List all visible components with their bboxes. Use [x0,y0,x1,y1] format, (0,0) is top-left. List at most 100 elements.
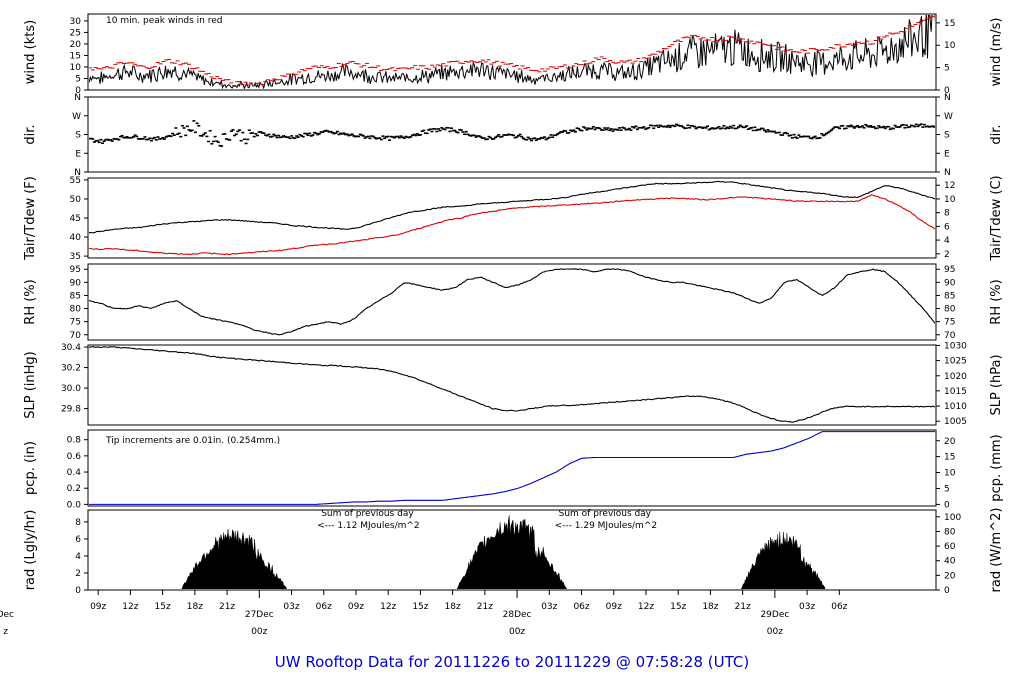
direction-point [278,136,282,139]
direction-point [481,137,485,139]
wind-peak-mark [780,46,785,48]
day-time-label: 00z [251,627,267,637]
direction-point [913,125,917,128]
x-tick-label: 18z [702,602,718,612]
direction-point [727,127,731,130]
direction-point [357,135,361,138]
direction-point [233,134,237,137]
direction-point [759,127,763,130]
direction-point [635,128,639,131]
direction-point [733,127,737,130]
direction-point [533,137,537,139]
wind-peak-mark [755,41,760,43]
panel-temperature: 35 40 45 50 55 2 4 6 8 10 12 Tair/Tdew (F) Tair/Tdew… [23,175,1004,262]
wind-peak-mark [543,70,548,72]
direction-point [732,124,736,127]
direction-point [366,135,370,138]
wind-peak-mark [113,63,118,65]
direction-point [490,138,494,140]
wind-peak-mark [805,52,810,54]
direction-point [720,127,724,129]
direction-point [340,133,344,135]
direction-point [673,125,677,128]
wind-peak-mark [927,17,932,19]
direction-point [114,138,118,140]
wind-peak-mark [424,67,429,69]
radiation-ytick-label-left: 6 [75,535,81,545]
slp-ytick-label-right: 1005 [944,417,967,427]
direction-point [794,136,798,139]
precip-ytick-label-right: 15 [944,453,955,463]
direction-point [724,127,727,130]
direction-point [668,126,672,129]
direction-point [820,132,824,135]
wind-peak-mark [822,49,827,51]
direction-point [136,138,140,140]
direction-point [678,125,682,127]
direction-point [570,130,574,132]
direction-point [539,136,543,139]
direction-point [777,131,781,134]
direction-point [267,133,271,136]
direction-point [591,125,595,128]
wind-peak-mark [876,36,881,38]
direction-point [484,138,488,141]
direction-point [518,133,522,136]
wind-peak-mark [237,81,242,83]
wind-peak-mark [893,32,898,34]
wind-speed-series [89,15,935,89]
precip-series-precipitation [89,431,935,505]
x-tick-label: 03z [799,602,815,612]
wind-peak-mark [933,16,935,18]
wind-peak-mark [421,65,426,67]
direction-point [639,126,643,129]
rh-frame [87,263,937,341]
direction-point [839,125,843,127]
wind-peak-mark [495,60,500,62]
wind-peak-mark [545,68,550,70]
wind-peak-mark [625,60,630,62]
direction-point [397,136,401,139]
radiation-ylabel-left: rad (Lgly/hr) [23,510,38,591]
direction-point [241,131,245,134]
direction-point [730,127,734,129]
direction-point [738,124,742,127]
rh-ytick-label-right: 75 [944,318,955,328]
wind-peak-mark [534,70,539,72]
direction-point [425,132,429,135]
wind-peak-mark [729,36,734,38]
direction-point [531,137,535,140]
wind-peak-mark [96,68,101,70]
wind-peak-mark [681,37,686,39]
wind-ylabel-left: wind (kts) [23,20,38,84]
wind-peak-mark [268,80,273,82]
direction-point [865,125,869,127]
wind-peak-mark [93,67,98,69]
direction-point [575,127,579,129]
direction-point [823,133,827,136]
x-tick-label: 21z [735,602,751,612]
direction-point [311,134,315,136]
x-tick-label: 18z [187,602,203,612]
wind-peak-mark [899,30,904,32]
wind-peak-mark [263,81,268,83]
wind-ytick-label-right: 10 [944,41,956,51]
direction-point [604,128,608,131]
direction-point [494,136,498,139]
radiation-sum-value-2: <--- 1.29 MJoules/m^2 [555,521,657,531]
precip-ytick-label-right: 20 [944,437,956,447]
slp-ytick-label-right: 1015 [944,387,967,397]
wind-peak-mark [789,49,794,51]
direction-point [926,125,930,128]
direction-point [463,133,467,136]
direction-point [464,130,468,133]
direction-point [185,125,189,128]
wind-peak-mark [178,64,183,66]
direction-point [665,126,669,128]
wind-peak-mark [653,53,658,55]
wind-peak-mark [342,64,347,66]
wind-peak-mark [430,64,435,66]
direction-point [438,129,442,132]
direction-point [433,128,437,130]
direction-point [249,132,253,135]
